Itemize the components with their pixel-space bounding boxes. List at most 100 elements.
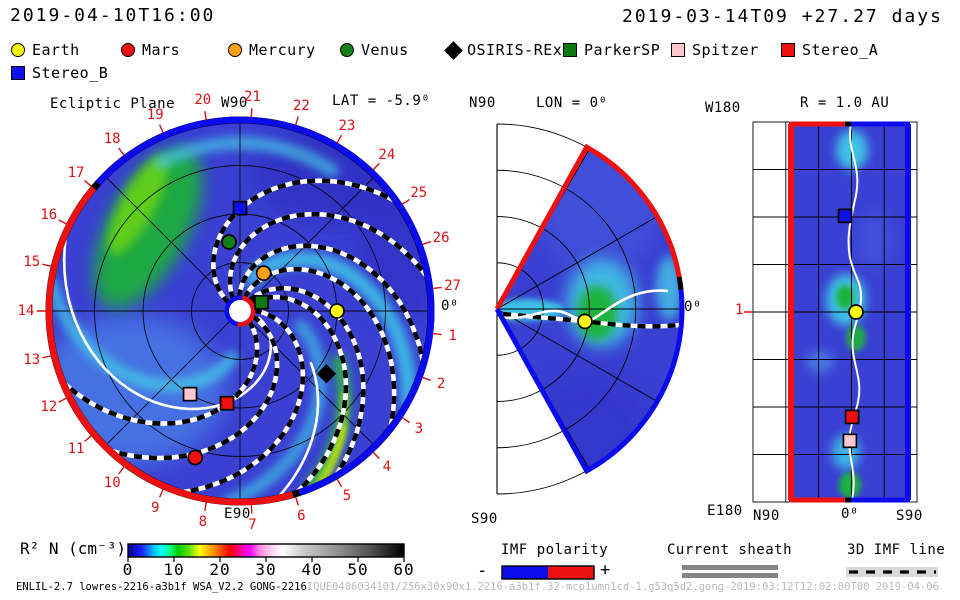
day-tick-label: 1 <box>448 327 457 344</box>
colorbar-tick-label: 20 <box>209 560 231 579</box>
meridional-panel <box>494 123 685 495</box>
marker-parkersp <box>254 294 269 310</box>
ecliptic-spacecraft-markers <box>182 200 345 466</box>
day-tick-label: 24 <box>378 147 396 164</box>
day-tick-label: 23 <box>338 117 356 134</box>
wedge-imf-line <box>502 311 680 329</box>
imf-polarity-sample <box>501 565 595 580</box>
ecliptic-zero-label: 0⁰ <box>441 298 459 314</box>
current-sheath-label: Current sheath <box>667 542 793 558</box>
model-version-text: ENLIL-2.7 lowres-2216-a3b1f WSA_V2.2 GON… <box>16 581 307 593</box>
sun-icon <box>229 300 251 322</box>
synoptic-e180-label: E180 <box>707 503 743 519</box>
stereo-b-marker-icon <box>11 66 25 80</box>
legend-item-venus: Venus <box>340 41 409 59</box>
legend-item-mars: Mars <box>121 41 180 59</box>
day-tick-label: 12 <box>40 399 58 416</box>
colorbar-tick-label: 10 <box>163 560 185 579</box>
synoptic-w180-label: W180 <box>705 100 741 116</box>
imf-line-label: 3D IMF line <box>847 542 946 558</box>
colorbar-tick-label: 60 <box>393 560 415 579</box>
meridional-zero-label: 0⁰ <box>684 299 702 315</box>
day-tick-label: 11 <box>67 440 85 457</box>
ecliptic-title: Ecliptic Plane <box>50 96 176 112</box>
colorbar-tick-label: 40 <box>301 560 323 579</box>
day-tick-label: 17 <box>67 165 85 182</box>
day-tick-label: 18 <box>103 131 121 148</box>
day-tick-label: 19 <box>146 106 164 123</box>
footer-run-info: ENLIL-2.7 lowres-2216-a3b1f WSA_V2.2 GON… <box>16 581 939 593</box>
day-tick-label: 15 <box>23 253 41 270</box>
day-tick-label: 16 <box>40 206 58 223</box>
mars-marker-icon <box>121 43 135 57</box>
synoptic-zero-label: 0⁰ <box>841 506 859 522</box>
day-tick-label: 26 <box>432 229 450 246</box>
earth-marker-icon <box>11 43 25 57</box>
day-tick-label: 13 <box>23 352 41 369</box>
synoptic-earth-tick-label: 1 <box>735 302 744 318</box>
day-tick-label: 27 <box>444 278 461 295</box>
marker-earth <box>329 303 345 319</box>
left-timestamp: 2019-04-10T16:00 <box>10 5 216 26</box>
day-tick-label: 4 <box>382 458 392 475</box>
marker-mars <box>187 449 204 466</box>
legend-item-spitzer: Spitzer <box>671 41 759 59</box>
marker-earth <box>577 313 593 330</box>
marker-venus <box>221 234 237 250</box>
ecliptic-plane-panel <box>36 108 442 514</box>
imf-polarity-label: IMF polarity <box>501 542 609 558</box>
ecliptic-w90-label: W90 <box>221 95 248 111</box>
day-tick-label: 21 <box>243 89 261 106</box>
legend-item-stereo-b: Stereo_B <box>11 64 108 82</box>
marker-earth <box>848 304 864 320</box>
colorbar-tick-label: 50 <box>347 560 369 579</box>
meridional-spacecraft-markers <box>577 313 593 330</box>
osiris-rex-marker-icon <box>444 40 463 60</box>
marker-mercury <box>255 265 272 282</box>
legend-item-parkersp: ParkerSP <box>563 41 660 59</box>
synoptic-title: R = 1.0 AU <box>800 95 890 111</box>
day-tick-label: 5 <box>342 488 352 505</box>
right-timestamp: 2019-03-14T09 +27.27 days <box>622 6 943 27</box>
day-tick-label: 8 <box>198 513 208 530</box>
marker-stereo_b <box>232 200 248 216</box>
colorbar-tick-label: 30 <box>255 560 277 579</box>
colorbar-tick-label: 0 <box>122 560 134 579</box>
stereo-a-marker-icon <box>781 43 795 57</box>
ecliptic-e90-label: E90 <box>224 506 251 522</box>
day-tick-label: 2 <box>436 376 446 393</box>
day-tick-label: 7 <box>248 516 257 533</box>
rim-negative-polarity <box>95 116 435 496</box>
synoptic-panel <box>744 121 918 503</box>
day-tick-label: 3 <box>414 420 424 437</box>
meridional-title: LON = 0⁰ <box>536 95 608 111</box>
day-tick-label: 10 <box>103 474 121 491</box>
imf-line-sample <box>846 567 938 577</box>
legend-item-mercury: Mercury <box>228 41 316 59</box>
colorbar <box>127 543 405 562</box>
legend-item-stereo-a: Stereo_A <box>781 41 878 59</box>
marker-spitzer <box>842 433 858 449</box>
day-tick-label: 6 <box>297 508 306 524</box>
marker-stereo_b <box>837 208 853 224</box>
imf-and-sheet-lines <box>56 178 430 501</box>
meridional-n90-label: N90 <box>469 95 496 111</box>
current-sheath-sample <box>682 565 778 578</box>
synoptic-s90-label: S90 <box>896 508 923 524</box>
day-tick-label: 25 <box>410 185 428 202</box>
marker-osiris-rex <box>316 364 337 384</box>
spitzer-marker-icon <box>671 43 685 57</box>
rim-positive-polarity <box>45 186 294 506</box>
synoptic-n90-label: N90 <box>753 508 780 524</box>
day-tick-label: 9 <box>151 499 160 516</box>
synoptic-spacecraft-markers <box>837 208 864 449</box>
day-tick-label: 14 <box>17 303 35 319</box>
meridional-s90-label: S90 <box>471 511 498 527</box>
ecliptic-lat-label: LAT = -5.9⁰ <box>332 93 431 109</box>
marker-spitzer <box>182 386 198 402</box>
marker-stereo_a <box>844 409 860 425</box>
day-tick-label: 22 <box>292 97 310 114</box>
legend-item-earth: Earth <box>11 41 80 59</box>
